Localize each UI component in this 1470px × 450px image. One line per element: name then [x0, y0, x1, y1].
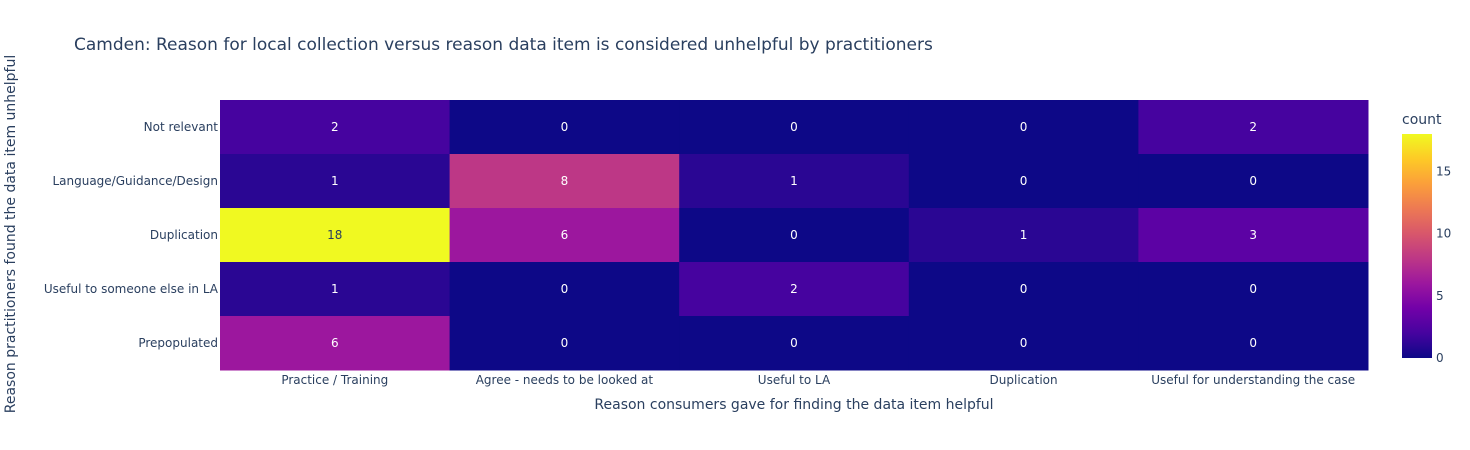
colorbar-tick-label: 10: [1436, 227, 1451, 241]
heatmap-cell: [449, 262, 680, 317]
cell-value-label: 8: [561, 174, 569, 188]
cell-value-label: 0: [1020, 174, 1028, 188]
cell-value-label: 0: [561, 120, 569, 134]
cell-value-label: 0: [1020, 336, 1028, 350]
heatmap-cell: [908, 154, 1139, 209]
cell-value-label: 0: [1249, 174, 1257, 188]
y-tick-label: Language/Guidance/Design: [52, 174, 218, 188]
heatmap-cell: [1138, 154, 1369, 209]
heatmap-cell: [220, 262, 451, 317]
heatmap-cell: [908, 100, 1139, 155]
heatmap-cell: [908, 262, 1139, 317]
cell-value-label: 1: [790, 174, 798, 188]
cell-value-label: 6: [561, 228, 569, 242]
cell-value-label: 2: [1249, 120, 1257, 134]
cell-value-label: 0: [1249, 282, 1257, 296]
cell-value-label: 1: [331, 282, 339, 296]
x-tick-label: Useful for understanding the case: [1151, 373, 1355, 387]
y-tick-label: Duplication: [150, 228, 218, 242]
heatmap-cells: 2 0 0 0 21 8 1 0 018 6 0 1 31 0 2 0 06 0 0 0 0: [220, 100, 1369, 371]
heatmap-cell: [220, 154, 451, 209]
cell-value-label: 0: [790, 336, 798, 350]
heatmap-cell: [908, 208, 1139, 263]
cell-value-label: 0: [790, 120, 798, 134]
heatmap-cell: [679, 316, 910, 371]
heatmap-cell: [679, 100, 910, 155]
cell-value-label: 0: [561, 282, 569, 296]
heatmap-cell: [220, 316, 451, 371]
x-tick-label: Practice / Training: [281, 373, 388, 387]
x-tick-label: Agree - needs to be looked at: [476, 373, 654, 387]
colorbar-ticks: 0 5 10 15: [1436, 164, 1451, 365]
cell-value-label: 3: [1249, 228, 1257, 242]
heatmap-cell: [908, 316, 1139, 371]
heatmap-cell: [679, 154, 910, 209]
cell-value-label: 6: [331, 336, 339, 350]
colorbar-tick-label: 0: [1436, 351, 1444, 365]
heatmap-cell: [1138, 208, 1369, 263]
heatmap-cell: [1138, 316, 1369, 371]
cell-value-label: 0: [1020, 282, 1028, 296]
heatmap-cell: [220, 208, 451, 263]
cell-value-label: 1: [1020, 228, 1028, 242]
heatmap-cell: [1138, 100, 1369, 155]
heatmap-cell: [449, 316, 680, 371]
colorbar: [1402, 134, 1432, 358]
cell-value-label: 0: [561, 336, 569, 350]
heatmap-cell: [220, 100, 451, 155]
heatmap-cell: [449, 208, 680, 263]
heatmap-cell: [1138, 262, 1369, 317]
heatmap-cell: [679, 262, 910, 317]
x-tick-label: Duplication: [990, 373, 1058, 387]
x-axis-title: Reason consumers gave for finding the da…: [594, 397, 993, 413]
y-axis-ticks: Not relevant Language/Guidance/Design Dupl…: [44, 120, 219, 350]
cell-value-label: 2: [331, 120, 339, 134]
colorbar-tick-label: 5: [1436, 289, 1444, 303]
heatmap-cell: [449, 154, 680, 209]
colorbar-tick-label: 15: [1436, 164, 1451, 178]
cell-value-label: 0: [1020, 120, 1028, 134]
cell-value-label: 1: [331, 174, 339, 188]
y-axis-title: Reason practitioners found the data item…: [3, 55, 19, 413]
heatmap-cell: [449, 100, 680, 155]
cell-value-label: 18: [327, 228, 342, 242]
chart-title: Camden: Reason for local collection vers…: [74, 35, 933, 55]
y-tick-label: Not relevant: [144, 120, 219, 134]
colorbar-title: count: [1402, 112, 1442, 128]
cell-value-label: 2: [790, 282, 798, 296]
cell-value-label: 0: [790, 228, 798, 242]
heatmap-cell: [679, 208, 910, 263]
y-tick-label: Prepopulated: [138, 336, 218, 350]
cell-value-label: 0: [1249, 336, 1257, 350]
x-axis-ticks: Practice / Training Agree - needs to be l…: [281, 373, 1355, 387]
y-tick-label: Useful to someone else in LA: [44, 282, 219, 296]
x-tick-label: Useful to LA: [758, 373, 831, 387]
